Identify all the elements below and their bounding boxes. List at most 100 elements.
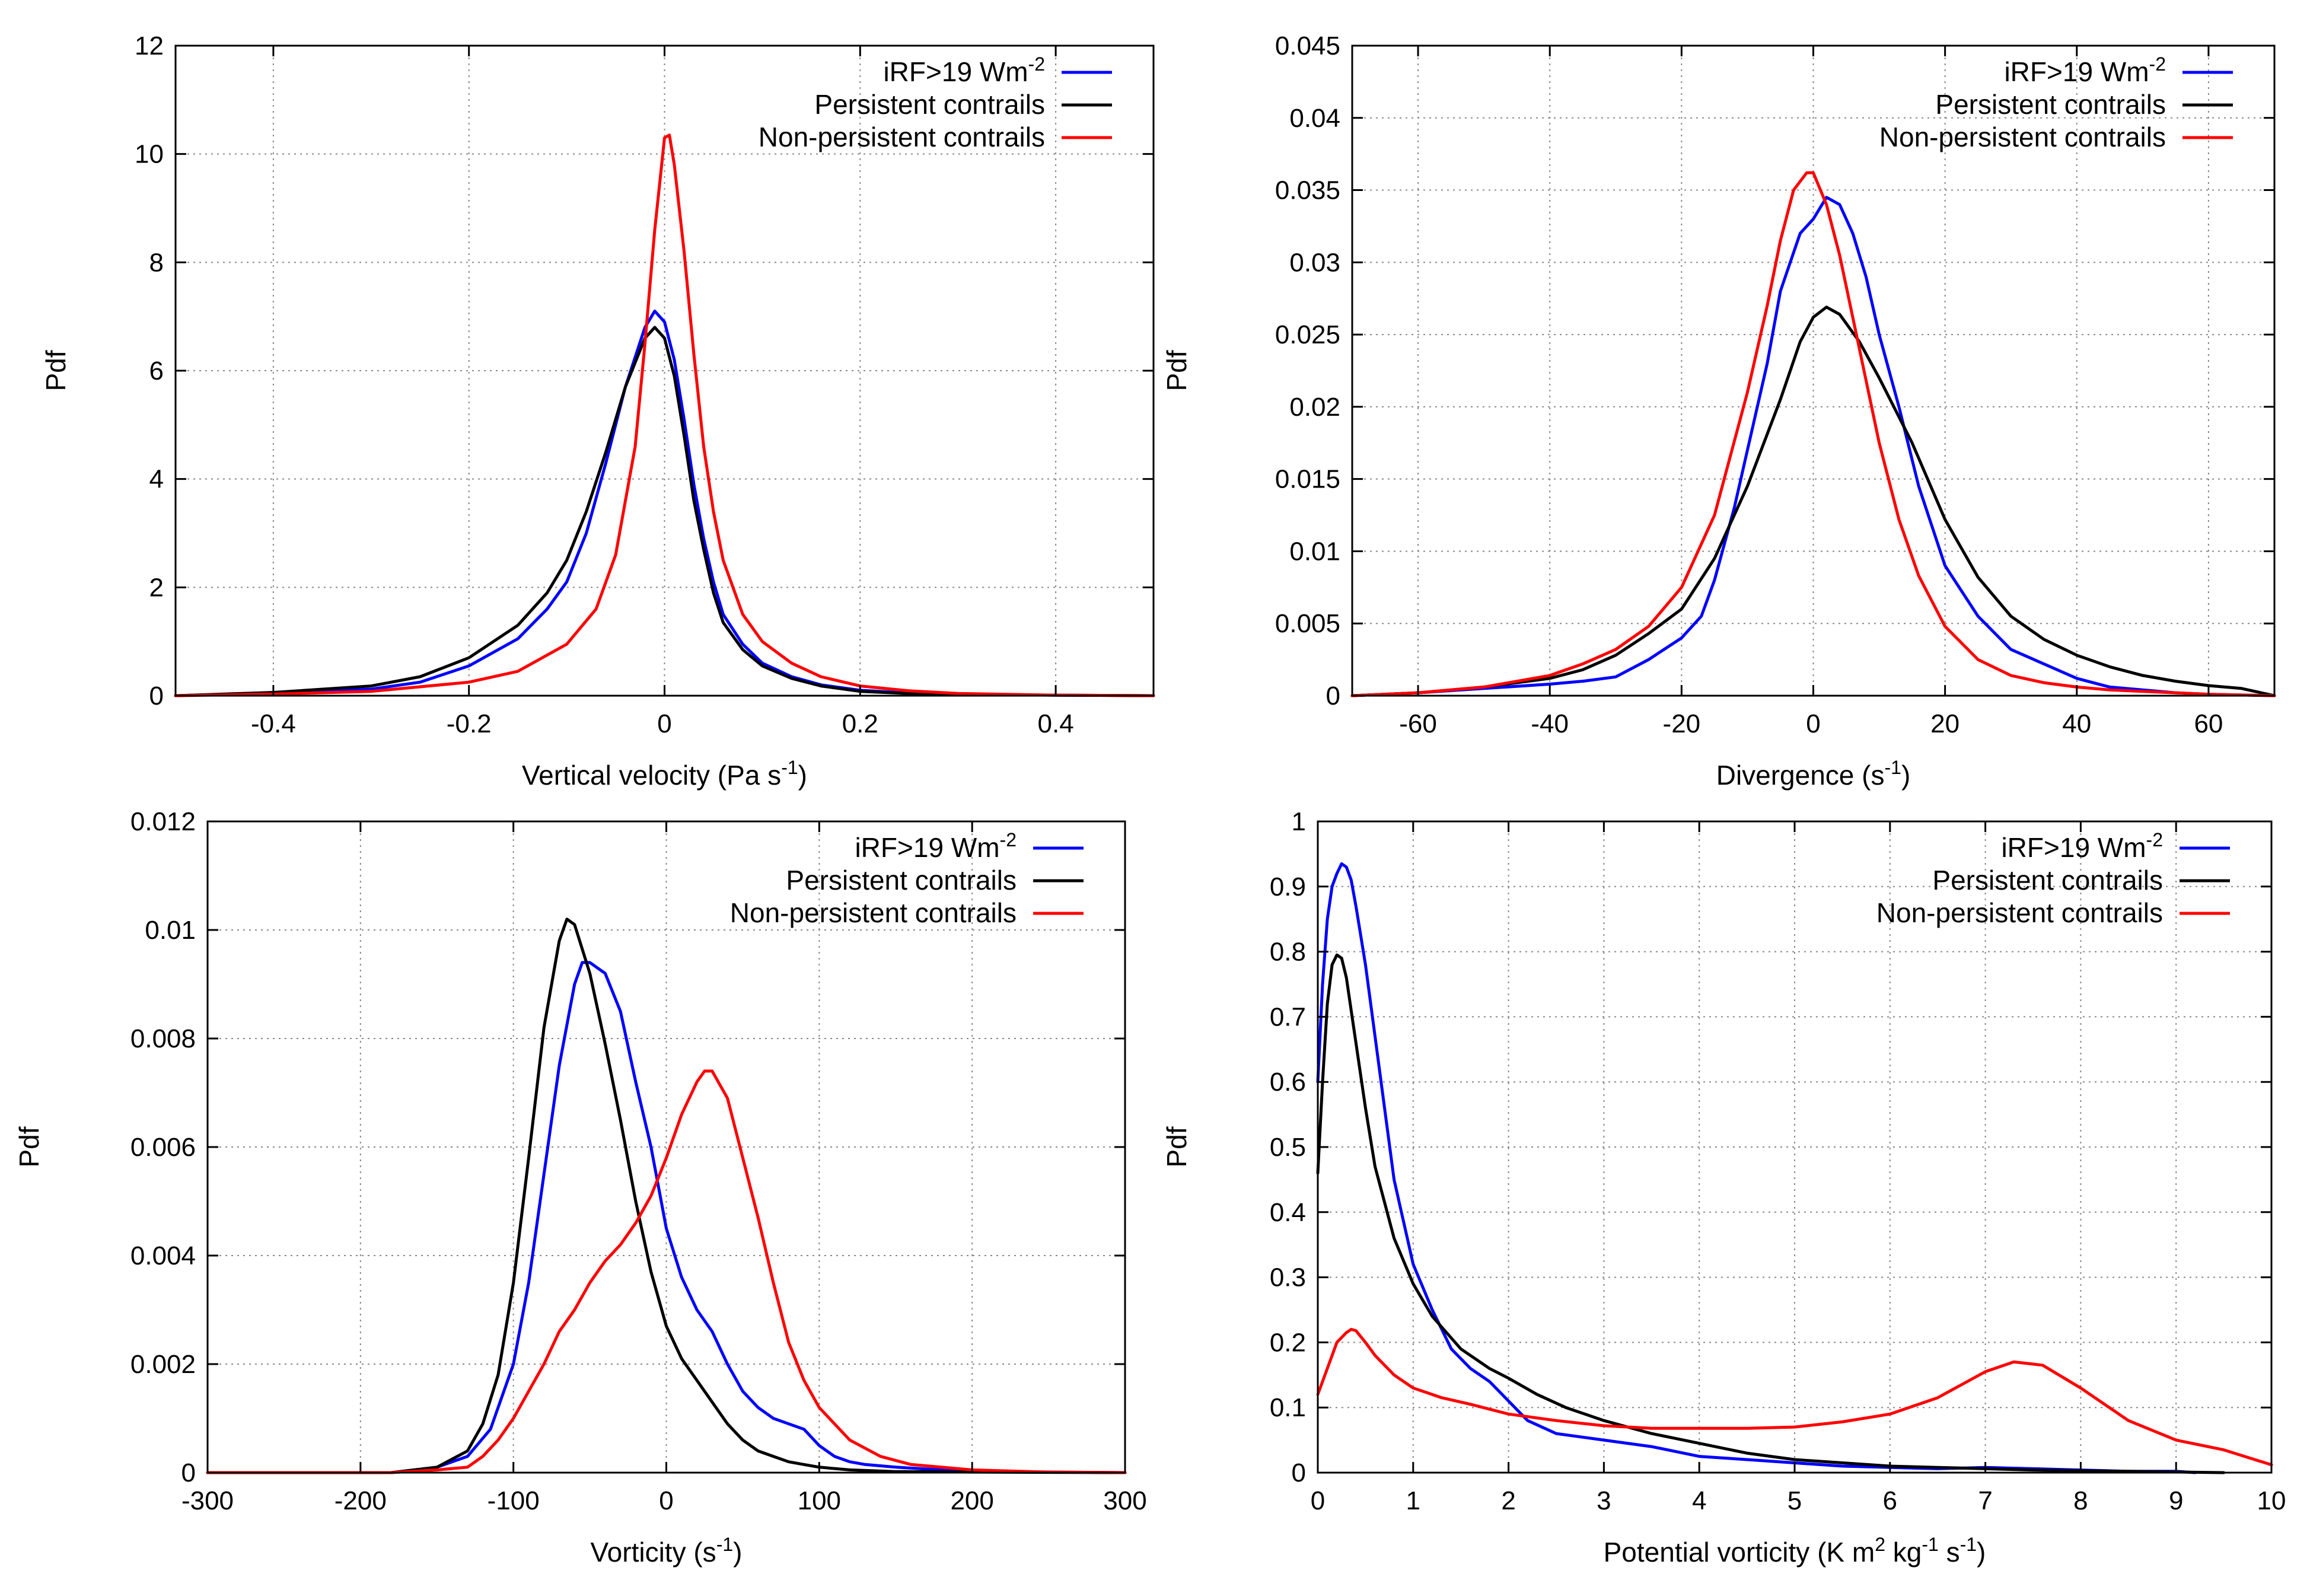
y-tick-label: 12 (135, 31, 164, 60)
x-tick-label: -0.4 (251, 709, 296, 738)
legend-label: Persistent contrails (1935, 89, 2166, 120)
y-tick-label: 0.1 (1270, 1393, 1306, 1422)
y-tick-label: 6 (149, 356, 164, 386)
x-axis-title: Vertical velocity (Pa s-1) (522, 757, 807, 791)
y-tick-label: 0.03 (1289, 248, 1340, 277)
x-tick-label: 300 (1103, 1486, 1146, 1515)
series-line-black (1316, 953, 2226, 1474)
legend-label: iRF>19 Wm-2 (2004, 53, 2166, 87)
x-tick-label: -300 (181, 1486, 234, 1515)
series-line-red (206, 1069, 1127, 1474)
y-axis-title: Pdf (40, 350, 71, 391)
y-tick-label: 0.9 (1270, 872, 1306, 901)
y-tick-label: 8 (149, 248, 164, 277)
x-tick-label: 3 (1597, 1486, 1611, 1515)
y-tick-label: 0.02 (1289, 393, 1340, 422)
y-tick-label: 1 (1292, 807, 1306, 836)
x-tick-label: 2 (1501, 1486, 1515, 1515)
y-tick-label: 0.015 (1275, 465, 1340, 494)
x-tick-label: 0 (659, 1486, 673, 1515)
legend-label: Non-persistent contrails (1879, 122, 2166, 152)
y-tick-label: 0 (149, 681, 164, 711)
x-tick-label: 0 (1806, 709, 1820, 738)
x-tick-label: 0.4 (1038, 709, 1074, 738)
y-tick-label: 0.045 (1275, 31, 1340, 60)
legend-label: iRF>19 Wm-2 (883, 53, 1045, 87)
x-tick-label: 8 (2073, 1486, 2088, 1515)
y-tick-label: 2 (149, 573, 164, 602)
y-tick-label: 0.4 (1270, 1198, 1306, 1227)
y-tick-label: 0.012 (130, 807, 196, 836)
y-tick-label: 0.002 (130, 1350, 196, 1379)
y-tick-label: 0 (1292, 1458, 1306, 1487)
legend-label: Persistent contrails (786, 865, 1017, 896)
series-line-red (1316, 1327, 2273, 1467)
chart-panel-3: -300 -200 -100 0 100 200 300 0 0.002 0.004 0.006 0.… (14, 807, 1147, 1568)
chart-panel-4: 0 1 2 3 4 5 6 7 8 9 10 0 0.1 0.2 0.3 0.4 0.5 0.6 0.7 0.8 0.9… (1161, 807, 2286, 1568)
y-tick-label: 0.008 (130, 1024, 196, 1053)
y-tick-label: 0.6 (1270, 1068, 1306, 1097)
x-tick-label: -100 (488, 1486, 540, 1515)
legend-label: Non-persistent contrails (1876, 897, 2163, 928)
legend-label: iRF>19 Wm-2 (855, 829, 1017, 863)
x-tick-label: 7 (1978, 1486, 1992, 1515)
y-tick-label: 0 (1326, 681, 1340, 711)
chart-panel-2: -60 -40 -20 0 20 40 60 0 0.005 0.01 0.015 0.02 0.025… (1161, 31, 2276, 791)
chart-panel-1: -0.4 -0.2 0 0.2 0.4 0 2 4 6 8 10 12 Pdf Vertical velo… (40, 31, 1155, 791)
series-line-black (206, 918, 1127, 1474)
x-tick-label: -200 (334, 1486, 387, 1515)
y-tick-label: 0.035 (1275, 176, 1340, 205)
y-tick-label: 0.005 (1275, 609, 1340, 638)
y-tick-label: 0.01 (145, 916, 196, 945)
x-tick-label: 0 (657, 709, 671, 738)
x-tick-label: 10 (2257, 1486, 2286, 1515)
y-tick-label: 0.01 (1289, 537, 1340, 566)
x-tick-label: 0.2 (842, 709, 878, 738)
x-tick-label: 100 (798, 1486, 841, 1515)
series-line-blue (206, 961, 1127, 1474)
x-tick-label: 60 (2194, 709, 2223, 738)
x-tick-label: -0.2 (447, 709, 492, 738)
y-axis-title: Pdf (14, 1126, 44, 1167)
y-tick-label: 0.2 (1270, 1328, 1306, 1357)
x-tick-label: 1 (1406, 1486, 1420, 1515)
y-axis-title: Pdf (1161, 350, 1192, 391)
x-axis-title: Divergence (s-1) (1716, 757, 1911, 791)
y-tick-label: 0 (181, 1458, 196, 1487)
y-tick-label: 0.004 (130, 1241, 196, 1270)
y-tick-label: 0.025 (1275, 320, 1340, 349)
y-tick-label: 4 (149, 465, 164, 494)
y-tick-label: 0.8 (1270, 938, 1306, 967)
y-tick-label: 0.04 (1289, 104, 1340, 133)
x-tick-label: 40 (2062, 709, 2091, 738)
x-tick-label: 0 (1311, 1486, 1325, 1515)
series-line-black (1350, 305, 2276, 697)
series-line-red (174, 133, 1155, 697)
y-tick-label: 10 (135, 140, 164, 169)
x-axis-title: Vorticity (s-1) (591, 1534, 743, 1568)
legend-label: Persistent contrails (1932, 865, 2163, 896)
y-tick-label: 0.7 (1270, 1002, 1306, 1031)
x-tick-label: 20 (1930, 709, 1959, 738)
x-tick-label: -40 (1531, 709, 1569, 738)
x-tick-label: 4 (1692, 1486, 1706, 1515)
y-tick-label: 0.006 (130, 1133, 196, 1162)
x-tick-label: -60 (1399, 709, 1437, 738)
x-tick-label: 200 (950, 1486, 993, 1515)
x-tick-label: -20 (1663, 709, 1701, 738)
series-line-black (174, 326, 1155, 697)
y-axis-title: Pdf (1161, 1126, 1192, 1167)
legend-label: Persistent contrails (814, 89, 1045, 120)
y-tick-label: 0.3 (1270, 1263, 1306, 1292)
legend-label: iRF>19 Wm-2 (2001, 829, 2163, 863)
x-tick-label: 6 (1883, 1486, 1897, 1515)
y-tick-label: 0.5 (1270, 1133, 1306, 1162)
series-line-blue (1350, 196, 2276, 697)
x-tick-label: 5 (1788, 1486, 1802, 1515)
legend-label: Non-persistent contrails (730, 897, 1017, 928)
x-axis-title: Potential vorticity (K m2 kg-1 s-1) (1604, 1534, 1986, 1568)
legend-label: Non-persistent contrails (759, 122, 1045, 152)
